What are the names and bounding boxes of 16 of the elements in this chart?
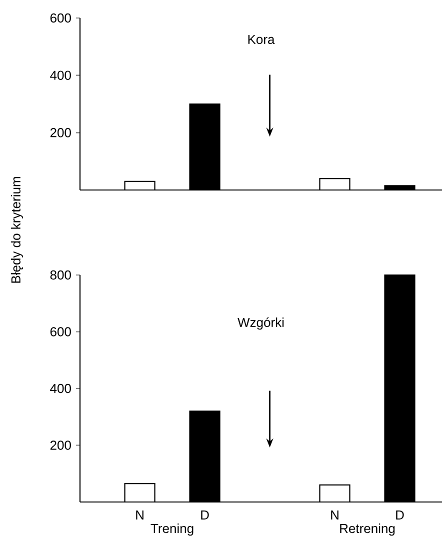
x-tick-label: D — [396, 510, 404, 520]
text: Trening — [150, 524, 194, 536]
y-tick-label: 600 — [50, 13, 71, 23]
y-tick-label: 600 — [50, 327, 71, 336]
x-tick-label: N — [331, 510, 338, 520]
y-tick-label: 200 — [50, 440, 71, 450]
y-tick-label: 200 — [50, 128, 71, 138]
x-tick-label: D — [201, 510, 209, 520]
y-tick-label: 400 — [50, 70, 71, 80]
y-axis-title: Błędy do kryterium — [10, 177, 24, 283]
x-tick-label: N — [136, 510, 144, 520]
text: Kora — [248, 34, 275, 44]
text: Wzgórki — [238, 317, 284, 330]
text: Retrening — [340, 524, 395, 536]
y-tick-label: 800 — [50, 270, 71, 280]
y-tick-label: 400 — [50, 384, 71, 394]
